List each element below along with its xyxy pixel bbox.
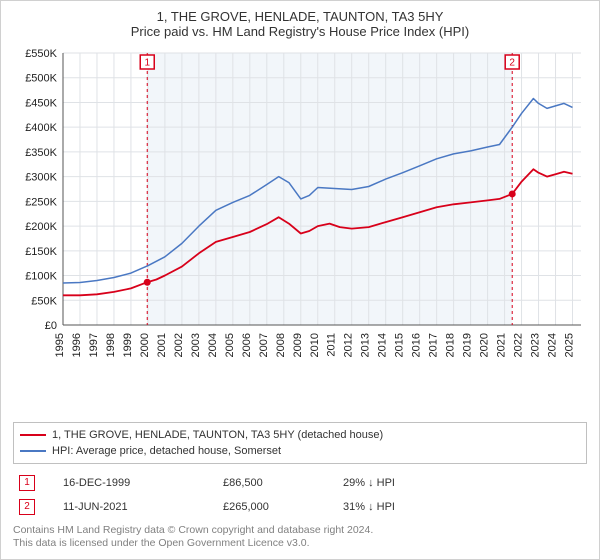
legend-swatch bbox=[20, 450, 46, 452]
svg-text:2010: 2010 bbox=[309, 333, 321, 357]
svg-text:£50K: £50K bbox=[31, 295, 57, 307]
transaction-price: £265,000 bbox=[219, 496, 337, 518]
line-chart-svg: £0 £50K £100K £150K £200K £250K £300K £350K £400… bbox=[13, 45, 587, 375]
svg-text:1: 1 bbox=[144, 58, 150, 69]
svg-text:£200K: £200K bbox=[25, 221, 57, 233]
transaction-delta: 29% ↓ HPI bbox=[339, 472, 585, 494]
transaction-marker: 2 bbox=[19, 499, 35, 515]
svg-text:£500K: £500K bbox=[25, 73, 57, 85]
svg-text:2011: 2011 bbox=[326, 333, 338, 357]
transaction-date: 11-JUN-2021 bbox=[59, 496, 217, 518]
transaction-price: £86,500 bbox=[219, 472, 337, 494]
legend-swatch bbox=[20, 434, 46, 436]
chart-area: £0 £50K £100K £150K £200K £250K £300K £350K £400… bbox=[13, 45, 587, 416]
svg-text:£400K: £400K bbox=[25, 122, 57, 134]
legend-label: 1, THE GROVE, HENLADE, TAUNTON, TA3 5HY … bbox=[52, 429, 383, 441]
svg-text:2004: 2004 bbox=[207, 333, 219, 357]
chart-card: 1, THE GROVE, HENLADE, TAUNTON, TA3 5HY … bbox=[0, 0, 600, 560]
svg-text:1995: 1995 bbox=[54, 333, 66, 357]
svg-text:1998: 1998 bbox=[105, 333, 117, 357]
svg-text:2022: 2022 bbox=[513, 333, 525, 357]
svg-text:2012: 2012 bbox=[343, 333, 355, 357]
svg-text:2009: 2009 bbox=[292, 333, 304, 357]
svg-text:2005: 2005 bbox=[224, 333, 236, 357]
svg-text:2013: 2013 bbox=[360, 333, 372, 357]
title-line-2: Price paid vs. HM Land Registry's House … bbox=[13, 24, 587, 39]
transaction-row: 1 16-DEC-1999£86,50029% ↓ HPI bbox=[15, 472, 585, 494]
svg-text:£0: £0 bbox=[45, 320, 57, 332]
title-line-1: 1, THE GROVE, HENLADE, TAUNTON, TA3 5HY bbox=[13, 9, 587, 24]
legend: 1, THE GROVE, HENLADE, TAUNTON, TA3 5HY … bbox=[13, 422, 587, 464]
svg-text:2018: 2018 bbox=[445, 333, 457, 357]
svg-text:£550K: £550K bbox=[25, 48, 57, 60]
svg-text:2015: 2015 bbox=[394, 333, 406, 357]
transactions-table: 1 16-DEC-1999£86,50029% ↓ HPI 2 11-JUN-2021… bbox=[13, 470, 587, 520]
legend-row: HPI: Average price, detached house, Some… bbox=[20, 443, 580, 459]
svg-text:2007: 2007 bbox=[258, 333, 270, 357]
legend-label: HPI: Average price, detached house, Some… bbox=[52, 445, 281, 457]
footnote: Contains HM Land Registry data © Crown c… bbox=[13, 524, 587, 551]
transaction-delta: 31% ↓ HPI bbox=[339, 496, 585, 518]
footnote-line-1: Contains HM Land Registry data © Crown c… bbox=[13, 524, 587, 538]
svg-text:2006: 2006 bbox=[241, 333, 253, 357]
svg-text:£350K: £350K bbox=[25, 147, 57, 159]
svg-text:1996: 1996 bbox=[71, 333, 83, 357]
svg-text:2020: 2020 bbox=[479, 333, 491, 357]
svg-text:2019: 2019 bbox=[462, 333, 474, 357]
svg-text:2021: 2021 bbox=[496, 333, 508, 357]
svg-text:1997: 1997 bbox=[88, 333, 100, 357]
svg-text:£150K: £150K bbox=[25, 246, 57, 258]
svg-text:2024: 2024 bbox=[547, 333, 559, 357]
svg-text:2025: 2025 bbox=[564, 333, 576, 357]
footnote-line-2: This data is licensed under the Open Gov… bbox=[13, 537, 587, 551]
transaction-row: 2 11-JUN-2021£265,00031% ↓ HPI bbox=[15, 496, 585, 518]
legend-row: 1, THE GROVE, HENLADE, TAUNTON, TA3 5HY … bbox=[20, 427, 580, 443]
svg-text:2000: 2000 bbox=[139, 333, 151, 357]
svg-text:2: 2 bbox=[509, 58, 515, 69]
svg-text:1999: 1999 bbox=[122, 333, 134, 357]
transaction-marker-cell: 2 bbox=[15, 496, 57, 518]
svg-text:2002: 2002 bbox=[173, 333, 185, 357]
transaction-marker-cell: 1 bbox=[15, 472, 57, 494]
transaction-date: 16-DEC-1999 bbox=[59, 472, 217, 494]
svg-text:2001: 2001 bbox=[156, 333, 168, 357]
svg-text:2016: 2016 bbox=[411, 333, 423, 357]
transaction-marker: 1 bbox=[19, 475, 35, 491]
svg-text:£300K: £300K bbox=[25, 172, 57, 184]
svg-text:2003: 2003 bbox=[190, 333, 202, 357]
svg-text:£250K: £250K bbox=[25, 196, 57, 208]
svg-text:2017: 2017 bbox=[428, 333, 440, 357]
svg-text:£450K: £450K bbox=[25, 97, 57, 109]
svg-text:£100K: £100K bbox=[25, 271, 57, 283]
svg-text:2023: 2023 bbox=[530, 333, 542, 357]
svg-text:2008: 2008 bbox=[275, 333, 287, 357]
svg-text:2014: 2014 bbox=[377, 333, 389, 357]
